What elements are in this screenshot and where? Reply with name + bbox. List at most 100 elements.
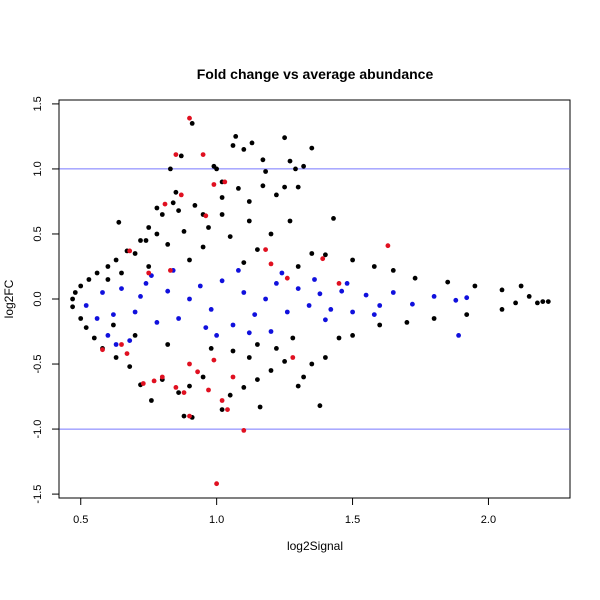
point-red-35	[336, 281, 342, 286]
point-black-53	[545, 299, 551, 304]
point-black-24	[274, 192, 279, 198]
y-tick-label: 1.5	[32, 96, 44, 111]
point-blue-46	[268, 329, 274, 334]
point-black-97	[154, 231, 160, 237]
point-blue-29	[431, 294, 437, 299]
point-red-17	[151, 378, 157, 384]
x-axis-label: log2Signal	[287, 539, 343, 553]
point-red-8	[385, 243, 391, 249]
point-black-90	[86, 277, 92, 282]
point-black-35	[116, 219, 122, 225]
reference-lines	[59, 168, 570, 430]
point-black-4	[309, 145, 315, 151]
point-blue-21	[317, 291, 323, 297]
point-blue-37	[214, 333, 220, 338]
point-black-96	[143, 238, 149, 243]
point-black-66	[268, 368, 274, 373]
point-blue-3	[119, 286, 124, 291]
point-black-18	[260, 183, 266, 189]
point-blue-11	[208, 307, 214, 312]
point-black-73	[317, 403, 323, 409]
point-red-28	[241, 428, 247, 433]
x-tick-label: 1.0	[209, 514, 224, 526]
point-red-14	[100, 347, 105, 353]
point-black-100	[192, 203, 198, 208]
point-blue-30	[453, 297, 459, 303]
point-black-26	[176, 208, 182, 214]
point-black-58	[404, 320, 410, 325]
point-red-30	[214, 481, 220, 487]
point-black-42	[350, 257, 355, 263]
point-blue-40	[312, 277, 317, 282]
point-black-31	[146, 225, 152, 230]
point-black-49	[518, 283, 524, 289]
point-black-34	[268, 231, 274, 237]
point-blue-6	[154, 320, 160, 325]
point-black-37	[165, 242, 171, 247]
point-black-115	[181, 413, 187, 419]
point-blue-20	[306, 303, 312, 308]
point-red-20	[181, 390, 187, 395]
y-axis: -1.5 -1.0 -0.5 0.0 0.5 1.0 1.5	[32, 96, 60, 504]
point-red-13	[127, 248, 133, 254]
point-red-32	[119, 342, 124, 347]
point-blue-4	[132, 309, 138, 315]
point-blue-13	[230, 322, 236, 328]
point-black-106	[187, 257, 192, 263]
point-black-102	[219, 212, 225, 217]
point-black-72	[295, 383, 301, 389]
point-black-59	[377, 322, 383, 328]
point-black-95	[132, 251, 138, 256]
point-blue-31	[456, 333, 461, 338]
point-red-26	[230, 374, 236, 380]
point-black-32	[181, 229, 187, 234]
point-black-117	[230, 348, 236, 354]
point-black-119	[246, 355, 252, 360]
point-black-46	[445, 279, 451, 285]
point-black-43	[390, 268, 396, 273]
point-red-21	[187, 361, 192, 367]
point-black-9	[287, 158, 293, 164]
point-black-56	[464, 312, 470, 317]
point-red-27	[290, 355, 296, 360]
point-black-47	[472, 283, 478, 289]
point-black-13	[168, 166, 173, 172]
point-black-70	[219, 407, 225, 412]
point-black-93	[113, 257, 119, 263]
point-black-15	[263, 169, 268, 174]
point-black-108	[295, 264, 301, 269]
point-black-109	[111, 322, 116, 328]
point-black-33	[227, 234, 233, 240]
point-black-30	[331, 216, 336, 221]
point-blue-41	[94, 316, 100, 321]
point-black-54	[513, 300, 518, 306]
point-blue-1	[100, 290, 105, 295]
point-black-51	[540, 299, 546, 304]
point-red-25	[225, 407, 230, 412]
point-black-61	[336, 335, 342, 341]
point-black-101	[206, 225, 211, 230]
point-black-67	[255, 377, 260, 382]
point-black-62	[323, 355, 328, 360]
point-black-1	[233, 134, 239, 139]
point-blue-2	[111, 312, 116, 317]
point-black-52	[535, 300, 540, 306]
point-red-7	[211, 182, 217, 187]
point-black-19	[282, 184, 287, 190]
point-red-5	[162, 201, 168, 207]
point-red-29	[187, 413, 192, 419]
point-black-40	[309, 251, 315, 256]
point-black-57	[431, 316, 437, 321]
point-black-111	[165, 342, 171, 347]
point-blue-25	[363, 292, 369, 298]
point-black-88	[72, 290, 78, 295]
point-red-11	[268, 261, 274, 267]
point-black-103	[105, 277, 111, 282]
point-black-20	[295, 184, 301, 190]
point-black-2	[249, 140, 255, 146]
plot-area-border	[58, 99, 571, 499]
point-red-9	[320, 256, 326, 262]
chart-title: Fold change vs average abundance	[197, 66, 434, 82]
point-red-10	[263, 247, 268, 253]
point-blue-24	[350, 309, 355, 315]
